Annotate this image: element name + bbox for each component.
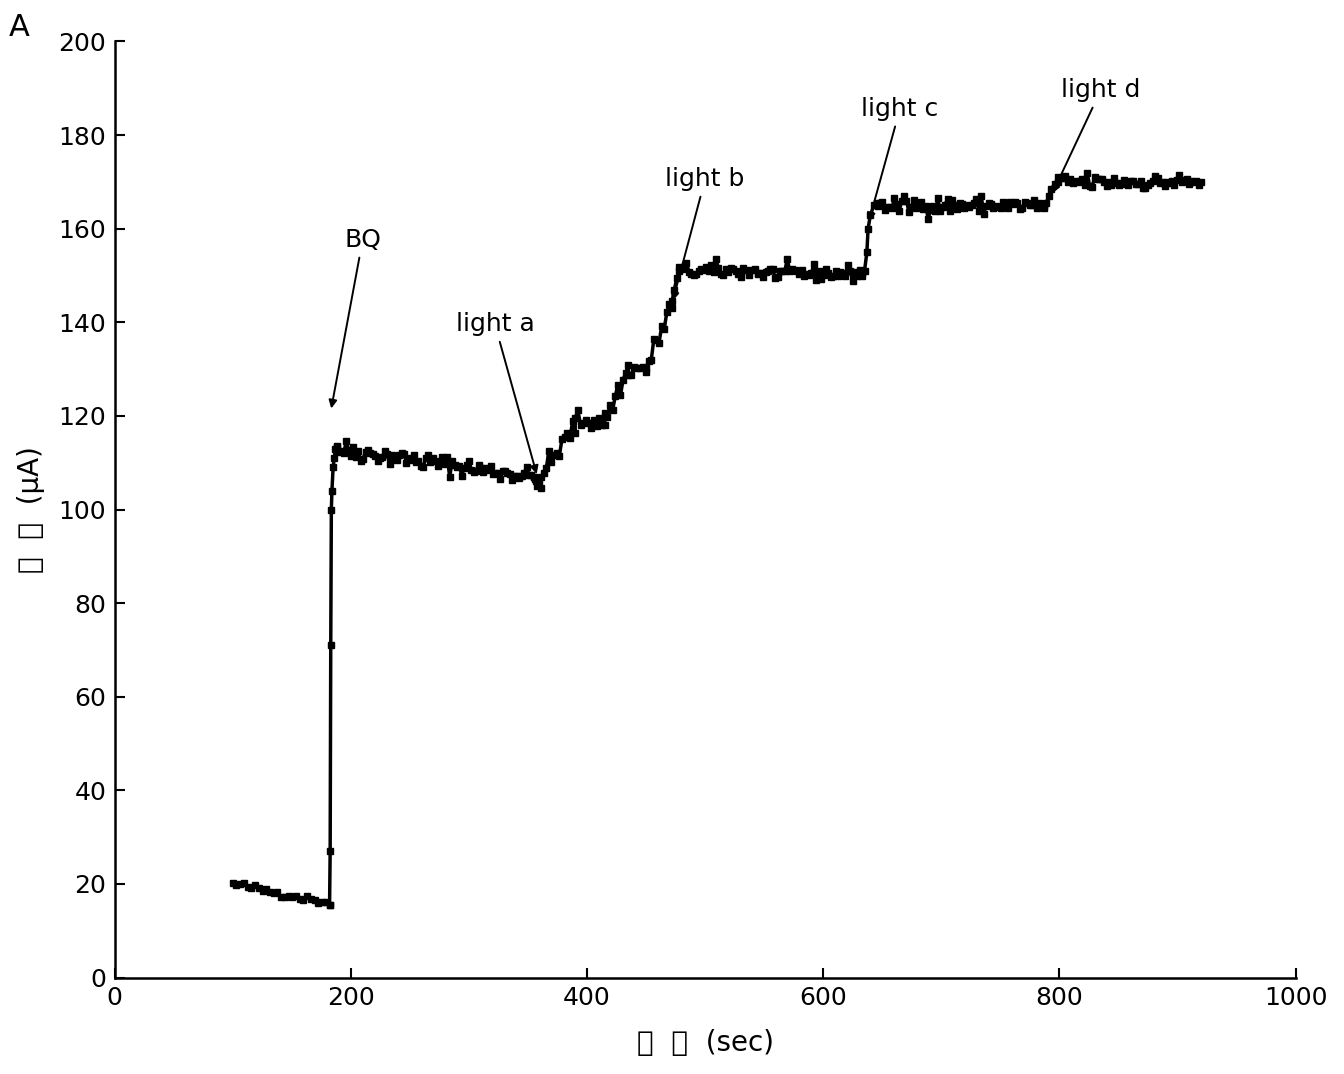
Y-axis label: 电  流  (μA): 电 流 (μA) — [16, 446, 44, 572]
Text: light c: light c — [862, 97, 938, 219]
Text: BQ: BQ — [329, 228, 382, 406]
Text: light a: light a — [456, 313, 538, 471]
X-axis label: 时  间  (sec): 时 间 (sec) — [637, 1029, 774, 1057]
Text: light b: light b — [665, 168, 745, 299]
Text: A: A — [8, 13, 30, 42]
Text: light d: light d — [1054, 78, 1141, 191]
